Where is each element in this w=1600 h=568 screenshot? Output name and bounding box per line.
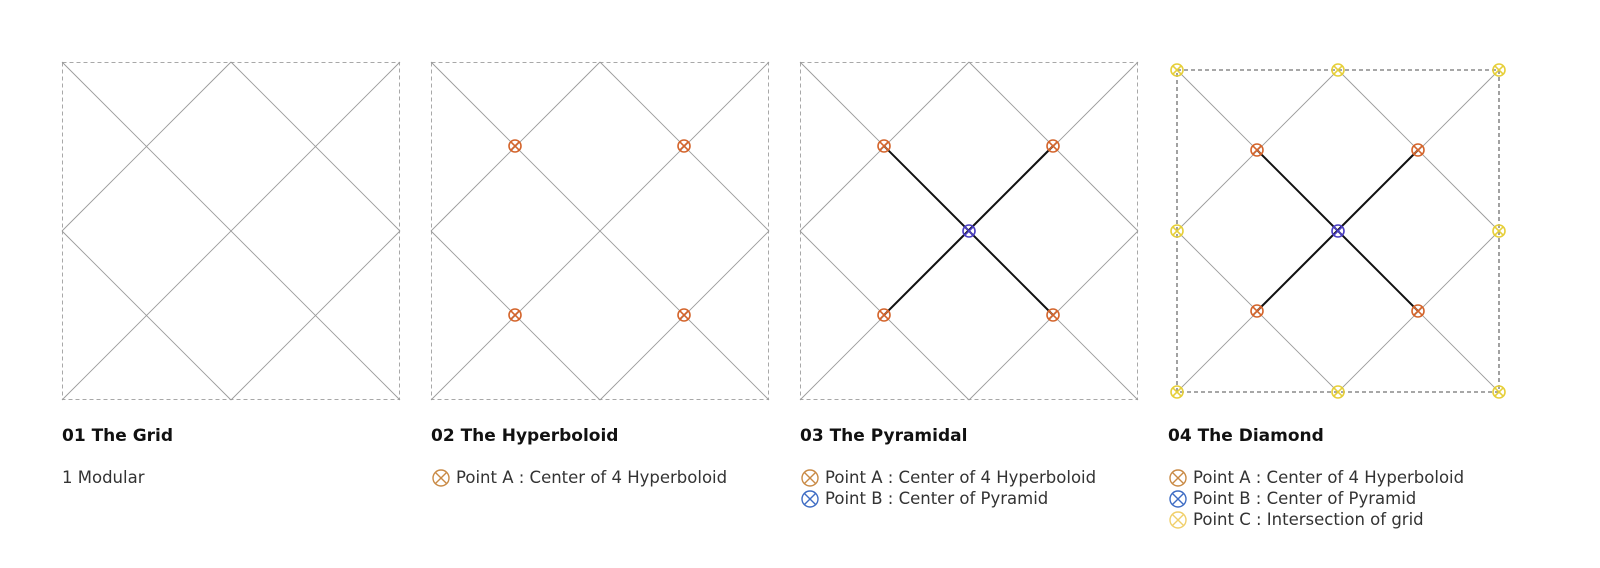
panel-legend: Point A : Center of 4 Hyperboloid Point …	[800, 467, 1096, 509]
point-a-marker-icon	[677, 139, 691, 153]
legend-item: Point A : Center of 4 Hyperboloid	[431, 467, 727, 488]
panel-legend: 1 Modular	[62, 467, 144, 488]
point-a-marker-icon	[508, 139, 522, 153]
point-a-marker-icon	[877, 139, 891, 153]
hyperboloid-diagram	[430, 61, 770, 401]
point-a-marker-icon	[1411, 304, 1425, 318]
circled-x-icon	[801, 468, 819, 487]
panel-title: 02 The Hyperboloid	[431, 426, 619, 446]
point-b-marker	[1331, 224, 1345, 238]
circled-x-icon	[801, 489, 819, 508]
diamond-diagram	[1170, 63, 1506, 399]
legend-item: Point C : Intersection of grid	[1168, 509, 1464, 530]
legend-text: Point B : Center of Pyramid	[1193, 489, 1417, 508]
panel-title: 03 The Pyramidal	[800, 426, 968, 446]
legend-text: Point A : Center of 4 Hyperboloid	[1193, 468, 1465, 487]
legend-item: Point B : Center of Pyramid	[800, 488, 1096, 509]
grid-diagram	[61, 61, 401, 401]
point-c-marker-icon	[1170, 385, 1184, 399]
point-c-marker-icon	[1331, 385, 1345, 399]
point-a-markers	[1250, 143, 1425, 318]
point-b-marker	[962, 224, 976, 238]
point-a-markers	[877, 139, 1060, 322]
legend-text: Point B : Center of Pyramid	[825, 489, 1049, 508]
legend-item: Point A : Center of 4 Hyperboloid	[800, 467, 1096, 488]
point-a-marker-icon	[508, 308, 522, 322]
circled-x-icon	[432, 468, 450, 487]
circled-x-glyph	[801, 468, 819, 487]
circled-x-glyph	[432, 468, 450, 487]
point-c-marker-icon	[1331, 63, 1345, 77]
point-a-marker-icon	[1046, 139, 1060, 153]
point-a-markers	[508, 139, 691, 322]
point-c-marker-icon	[1492, 224, 1506, 238]
legend-text: 1 Modular	[62, 468, 145, 487]
point-c-marker-icon	[1170, 63, 1184, 77]
circled-x-icon	[1169, 510, 1187, 529]
point-b-marker-icon	[1331, 224, 1345, 238]
legend-text: Point A : Center of 4 Hyperboloid	[456, 468, 728, 487]
circled-x-icon	[1169, 468, 1187, 487]
point-c-marker-icon	[1170, 224, 1184, 238]
legend-text: Point C : Intersection of grid	[1193, 510, 1424, 529]
pyramidal-diagram	[799, 61, 1139, 401]
circled-x-glyph	[1169, 489, 1187, 508]
point-b-marker-icon	[962, 224, 976, 238]
panel-title: 04 The Diamond	[1168, 426, 1324, 446]
point-c-marker-icon	[1492, 385, 1506, 399]
point-a-marker-icon	[1250, 143, 1264, 157]
legend-item: Point A : Center of 4 Hyperboloid	[1168, 467, 1464, 488]
legend-text: Point A : Center of 4 Hyperboloid	[825, 468, 1097, 487]
panel-title: 01 The Grid	[62, 426, 174, 446]
legend-item: Point B : Center of Pyramid	[1168, 488, 1464, 509]
panel-legend: Point A : Center of 4 Hyperboloid	[431, 467, 727, 488]
point-a-marker-icon	[1046, 308, 1060, 322]
point-c-marker-icon	[1492, 63, 1506, 77]
circled-x-icon	[1169, 489, 1187, 508]
panel-legend: Point A : Center of 4 Hyperboloid Point …	[1168, 467, 1464, 530]
point-a-marker-icon	[1250, 304, 1264, 318]
point-a-marker-icon	[877, 308, 891, 322]
circled-x-glyph	[801, 489, 819, 508]
point-c-markers	[1170, 63, 1506, 399]
circled-x-glyph	[1169, 510, 1187, 529]
point-a-marker-icon	[1411, 143, 1425, 157]
point-a-marker-icon	[677, 308, 691, 322]
circled-x-glyph	[1169, 468, 1187, 487]
legend-item: 1 Modular	[62, 467, 144, 488]
